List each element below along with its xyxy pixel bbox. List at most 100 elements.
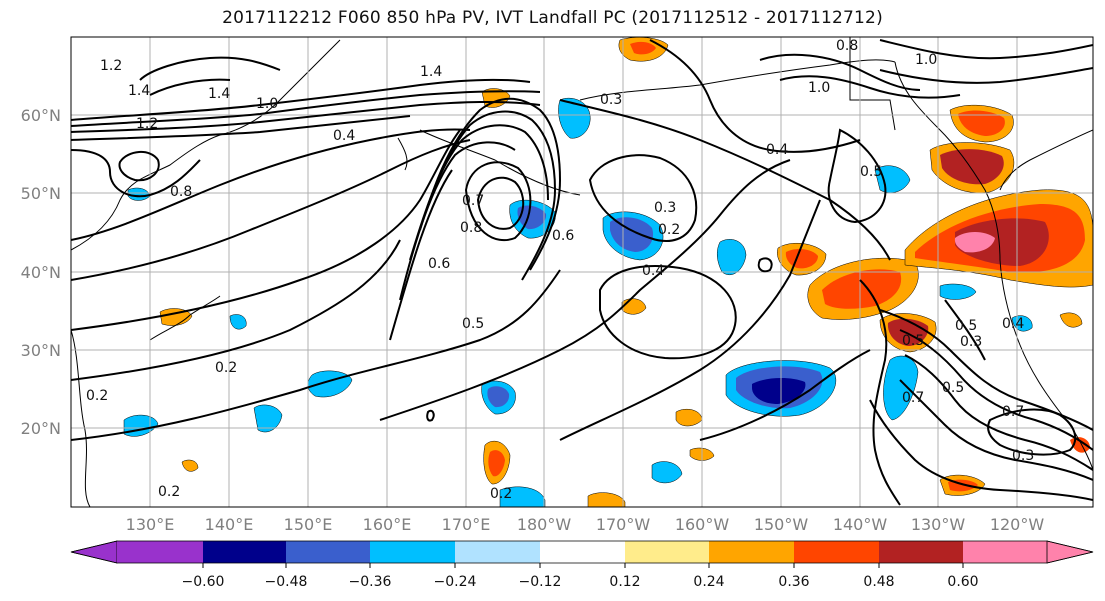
pos-anomaly-region	[181, 459, 199, 472]
colorbar-tick-label: −0.12	[519, 574, 562, 590]
contour-label: 0.7	[902, 390, 924, 406]
contour-label: 0.6	[552, 228, 574, 244]
contour-label: 0.6	[428, 256, 450, 272]
contour-label: 0.3	[960, 334, 982, 350]
pos-anomaly-region	[822, 269, 902, 309]
colorbar-tick-label: 0.36	[778, 574, 809, 590]
lon-label: 160°E	[363, 515, 412, 534]
lon-label: 180°W	[517, 515, 572, 534]
neg-anomaly-region	[229, 314, 247, 330]
colorbar-segment	[963, 541, 1047, 563]
contour-label: 0.2	[658, 222, 680, 238]
neg-anomaly-region	[487, 386, 510, 408]
pos-anomaly-region	[954, 232, 995, 253]
lat-label: 20°N	[21, 419, 61, 438]
colorbar-outline	[70, 540, 1094, 564]
lat-label: 50°N	[21, 184, 61, 203]
contour-label: 1.2	[100, 58, 122, 74]
lat-label: 30°N	[21, 341, 61, 360]
contour-label: 0.3	[654, 200, 676, 216]
neg-anomaly-region	[610, 217, 654, 252]
lat-labels: 60°N 50°N 40°N 30°N 20°N	[21, 106, 61, 438]
contour-label: 0.5	[462, 316, 484, 332]
contour-label: 0.8	[460, 220, 482, 236]
pos-anomaly-region	[630, 41, 656, 55]
lat-label: 40°N	[21, 263, 61, 282]
lon-label: 170°E	[442, 515, 491, 534]
lon-label: 160°W	[675, 515, 730, 534]
pos-anomaly-region	[958, 110, 1005, 136]
colorbar-segment	[203, 541, 286, 563]
lon-label: 140°W	[833, 515, 888, 534]
colorbar-segment	[540, 541, 625, 563]
contour-label: 1.0	[808, 80, 830, 96]
colorbar: −0.60 −0.48 −0.36 −0.24 −0.12 0.12 0.24 …	[70, 540, 1094, 590]
contour-label: 0.4	[1002, 316, 1024, 332]
colorbar-segment	[117, 541, 203, 563]
pv-contours	[71, 39, 1093, 506]
neg-anomaly-region	[499, 486, 546, 507]
lat-label: 60°N	[21, 106, 61, 125]
lon-label: 150°W	[754, 515, 809, 534]
contour-label: 0.5	[942, 380, 964, 396]
colorbar-tick-label: −0.24	[434, 574, 477, 590]
contour-label: 0.2	[215, 360, 237, 376]
lon-label: 150°E	[284, 515, 333, 534]
neg-anomaly-region	[558, 97, 591, 139]
neg-anomaly-region	[253, 404, 283, 433]
colorbar-segment	[794, 541, 879, 563]
contour-label: 1.0	[256, 96, 278, 112]
contour-label: 1.0	[915, 52, 937, 68]
pos-anomaly-region	[955, 218, 1049, 266]
neg-anomaly-region	[752, 378, 806, 404]
contour-label: 0.5	[902, 333, 924, 349]
contour-label: 1.4	[128, 83, 150, 99]
colorbar-segment	[455, 541, 540, 563]
contour-label: 0.4	[333, 128, 355, 144]
colorbar-segment	[879, 541, 963, 563]
neg-anomaly-region	[939, 283, 977, 300]
pos-anomaly-region	[1059, 312, 1083, 328]
map-frame	[70, 36, 1094, 508]
colorbar-extend-low	[70, 540, 118, 564]
neg-anomaly-region	[517, 205, 547, 230]
colorbar-tick-label: 0.24	[693, 574, 724, 590]
contour-label: 1.4	[420, 64, 442, 80]
colorbar-tick-label: −0.48	[265, 574, 308, 590]
pos-anomaly-region	[587, 492, 626, 507]
contour-label: 0.4	[642, 263, 664, 279]
colorbar-segment	[286, 541, 370, 563]
colorbar-tick-label: −0.60	[182, 574, 225, 590]
contour-label: 0.5	[955, 318, 977, 334]
colorbar-tick-label: −0.36	[349, 574, 392, 590]
colorbar-tick-label: 0.12	[609, 574, 640, 590]
lon-label: 120°W	[990, 515, 1045, 534]
colorbar-extend-high	[1046, 540, 1094, 564]
pos-anomaly-region	[159, 308, 193, 326]
contour-label: 0.2	[158, 484, 180, 500]
colorbar-tick-label: 0.48	[863, 574, 894, 590]
lon-labels: 130°E 140°E 150°E 160°E 170°E 180°W 170°…	[126, 515, 1045, 534]
lon-label: 140°E	[205, 515, 254, 534]
map-title: 2017112212 F060 850 hPa PV, IVT Landfall…	[222, 8, 883, 28]
neg-anomaly-region	[651, 461, 683, 484]
colorbar-tick-label: 0.60	[947, 574, 978, 590]
contour-labels: 1.2 1.4 1.4 1.0 1.2 1.4 0.8 1.0 1.0 0.8 …	[86, 38, 1034, 502]
contour-label: 0.3	[600, 92, 622, 108]
contour-label: 0.7	[1002, 404, 1024, 420]
shaded-anomaly-layer	[123, 37, 1093, 507]
colorbar-segment	[709, 541, 794, 563]
contour-label: 0.8	[836, 38, 858, 54]
lon-label: 170°W	[596, 515, 651, 534]
contour-label: 0.5	[860, 164, 882, 180]
lon-label: 130°E	[126, 515, 175, 534]
contour-label: 0.7	[462, 193, 484, 209]
contour-label: 0.2	[490, 486, 512, 502]
contour-label: 0.2	[86, 388, 108, 404]
pos-anomaly-region	[488, 450, 505, 477]
pos-anomaly-region	[940, 149, 1004, 185]
contour-label: 0.8	[170, 184, 192, 200]
contour-label: 0.3	[1012, 448, 1034, 464]
contour-label: 0.4	[766, 142, 788, 158]
